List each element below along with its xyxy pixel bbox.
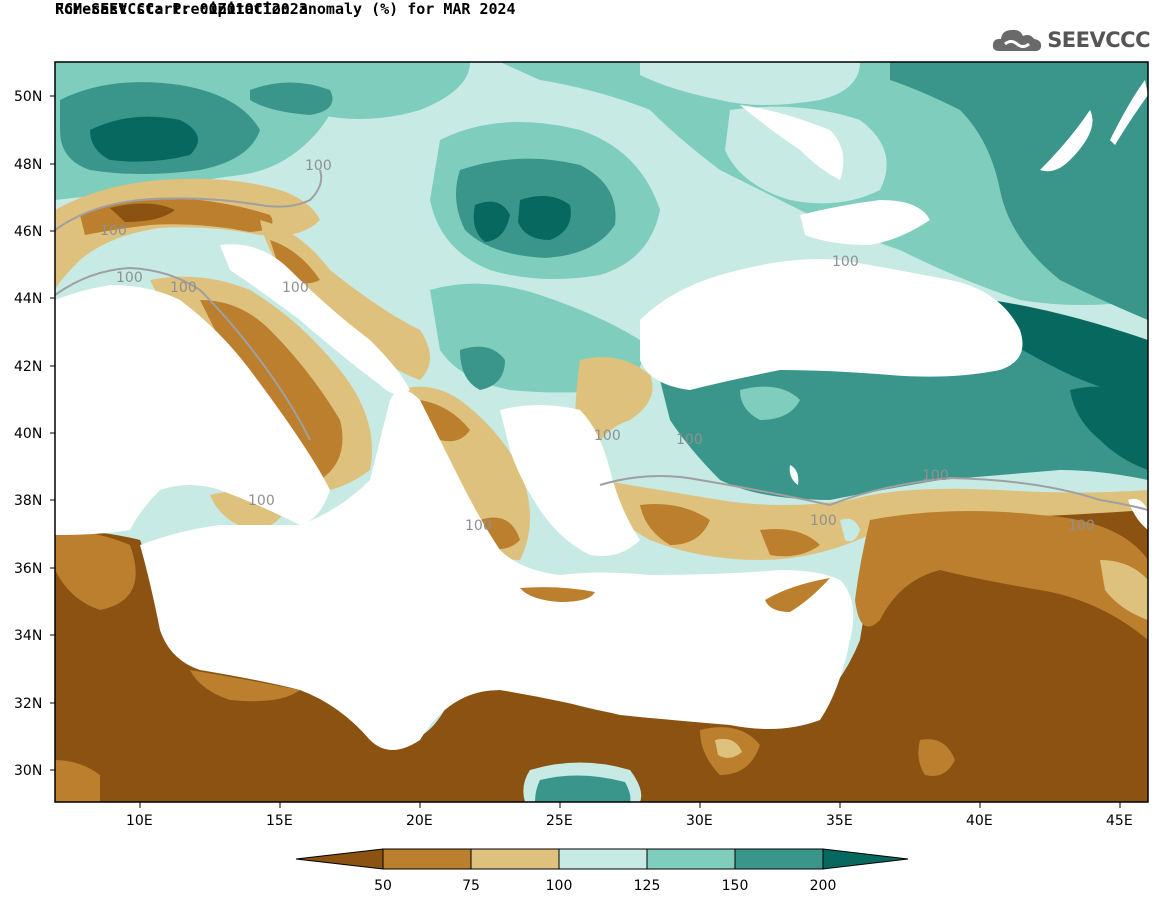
lat-label: 36N <box>14 561 42 577</box>
contour-line <box>55 169 323 231</box>
lon-label: 25E <box>546 813 573 829</box>
contour-label: 100 <box>465 518 492 534</box>
sea-adriatic <box>220 244 410 394</box>
lat-label: 40N <box>14 426 42 442</box>
contour-label: 100 <box>248 493 275 509</box>
lon-label: 10E <box>126 813 153 829</box>
region-extreme-wet <box>990 300 1148 400</box>
title-line-1: RCM-SEEVCCC: Precipitation anomaly (%) f… <box>55 0 516 18</box>
lon-label: 40E <box>966 813 993 829</box>
legend-swatch-slightly-dry <box>470 848 560 870</box>
legend-swatch-dry <box>382 848 472 870</box>
region-wet <box>205 62 470 119</box>
lat-label: 38N <box>14 493 42 509</box>
contour-label: 100 <box>922 468 949 484</box>
region-wet <box>740 386 800 420</box>
brand-logo: SEEVCCC <box>991 24 1150 56</box>
region-dry <box>55 760 100 802</box>
longitude-axis: 10E 15E 20E 25E 30E 35E 40E 45E <box>126 802 1133 829</box>
region-very-wet <box>250 82 333 115</box>
region-dry <box>270 240 320 284</box>
legend-swatch-very-dry <box>295 848 384 870</box>
sea-tyrrhenian <box>55 285 330 535</box>
legend-label: 100 <box>546 878 573 894</box>
lat-label: 44N <box>14 291 42 307</box>
legend-label: 75 <box>462 878 480 894</box>
contour-label: 100 <box>305 158 332 174</box>
sea-black-sea <box>640 259 1023 390</box>
legend-label: 125 <box>634 878 661 894</box>
cloud-logo-icon <box>993 29 1042 52</box>
region-extreme-wet <box>1070 386 1148 470</box>
lat-label: 32N <box>14 696 42 712</box>
legend-label: 150 <box>722 878 749 894</box>
legend-label: 50 <box>374 878 392 894</box>
legend-swatch-wet <box>646 848 736 870</box>
legend-swatch-very-wet <box>734 848 824 870</box>
lat-label: 50N <box>14 89 42 105</box>
lon-label: 15E <box>266 813 293 829</box>
island-cyprus <box>765 578 830 612</box>
contour-label: 100 <box>1068 518 1095 534</box>
contour-line <box>55 266 311 441</box>
region-slightly-wet <box>640 62 860 105</box>
region-slightly-dry <box>715 738 742 758</box>
lon-label: 20E <box>406 813 433 829</box>
lat-label: 46N <box>14 224 42 240</box>
region-dry <box>918 739 955 776</box>
legend-label: 200 <box>810 878 837 894</box>
region-extreme-wet <box>473 201 510 242</box>
contour-label: 100 <box>676 432 703 448</box>
contour-label: 100 <box>282 280 309 296</box>
region-slightly-dry <box>1100 560 1148 620</box>
lat-label: 30N <box>14 763 42 779</box>
latitude-axis: 50N 48N 46N 44N 42N 40N 38N 36N 34N 32N … <box>14 89 55 779</box>
lon-label: 30E <box>686 813 713 829</box>
region-very-wet <box>660 340 1148 500</box>
river-dnieper <box>740 105 844 180</box>
brand-text: SEEVCCC <box>1047 28 1150 52</box>
contour-label: 100 <box>594 428 621 444</box>
contour-label: 100 <box>116 270 143 286</box>
region-very-wet <box>460 346 505 390</box>
region-very-dry <box>110 203 175 222</box>
region-dry <box>190 670 300 702</box>
region-slightly-dry <box>575 357 653 501</box>
anomaly-field <box>55 62 1148 802</box>
region-dry <box>855 511 1148 640</box>
sea-mediterranean <box>140 390 854 750</box>
contour-labels: 100 100 100 100 100 100 100 100 100 100 … <box>100 158 1095 534</box>
lon-label: 35E <box>826 813 853 829</box>
contour-label: 100 <box>810 513 837 529</box>
contour-label: 100 <box>832 254 859 270</box>
contour-label: 100 <box>100 223 127 239</box>
legend-swatch-slightly-wet <box>558 848 648 870</box>
contour-label: 100 <box>170 280 197 296</box>
map-subtitle: Forecast start: 00Z01OCT2023 <box>55 0 308 18</box>
river-volga <box>1110 80 1148 145</box>
river-don <box>1040 110 1093 172</box>
colorbar-legend: 50 75 100 125 150 200 <box>295 848 909 894</box>
island-crete <box>520 587 595 602</box>
map-frame <box>54 61 1149 803</box>
lake-tuz <box>789 465 799 485</box>
sea-aegean <box>500 405 640 556</box>
lat-label: 42N <box>14 359 42 375</box>
region-extreme-wet <box>90 116 198 162</box>
region-extreme-wet <box>518 196 571 240</box>
lat-label: 48N <box>14 157 42 173</box>
region-very-wet <box>535 775 631 802</box>
lat-label: 34N <box>14 628 42 644</box>
sea-azov <box>800 200 930 245</box>
region-dry <box>55 530 136 610</box>
region-dry <box>760 529 820 557</box>
contour-line <box>599 475 1148 511</box>
map-title: RCM-SEEVCCC: Precipitation anomaly (%) f… <box>55 0 516 18</box>
title-line-2: Forecast start: 00Z01OCT2023 <box>55 0 308 18</box>
gulf-iskenderun <box>840 518 860 542</box>
lon-label: 45E <box>1106 813 1133 829</box>
region-dry <box>640 504 710 545</box>
legend-swatch-extreme-wet <box>822 848 909 870</box>
